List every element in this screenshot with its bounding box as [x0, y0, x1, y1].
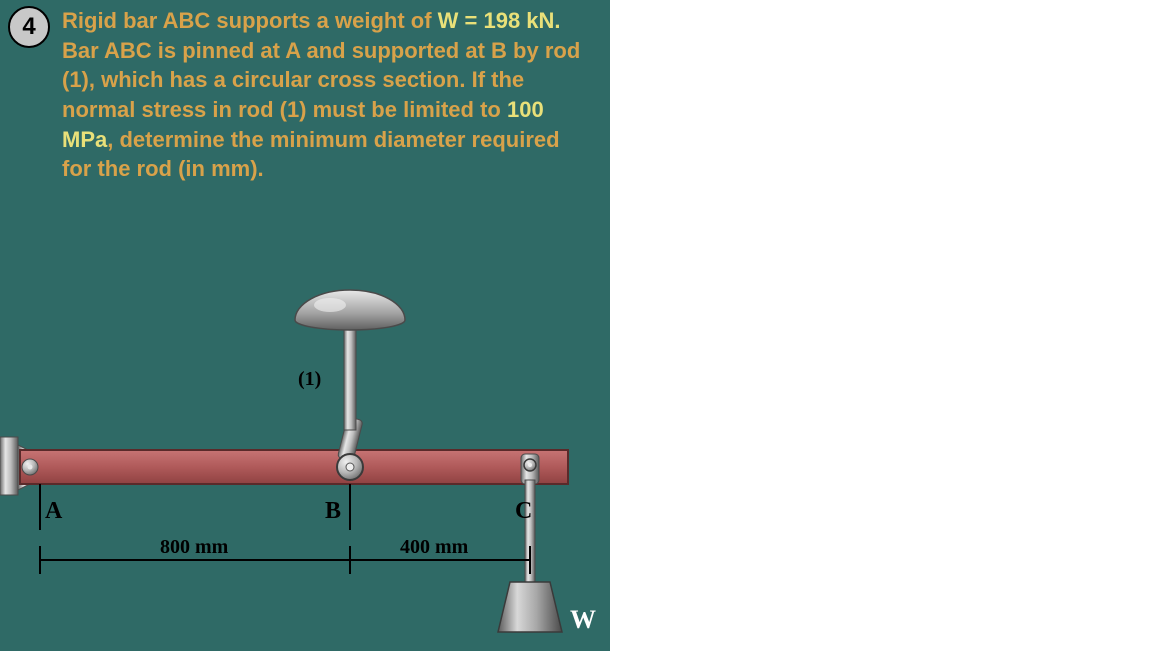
dim-400: 400 mm [400, 536, 469, 558]
problem-panel: 4 Rigid bar ABC supports a weight of W =… [0, 0, 610, 651]
label-A: A [45, 498, 63, 524]
dim-800: 800 mm [160, 536, 229, 558]
pin-A [22, 459, 38, 475]
label-W: W [570, 605, 596, 634]
label-B: B [325, 498, 341, 524]
label-rod-1: (1) [298, 368, 321, 390]
rigid-bar [20, 450, 568, 484]
mechanics-diagram: A B C (1) W 800 mm 400 mm [0, 0, 610, 651]
label-C: C [515, 498, 532, 524]
joint-B [337, 454, 363, 480]
